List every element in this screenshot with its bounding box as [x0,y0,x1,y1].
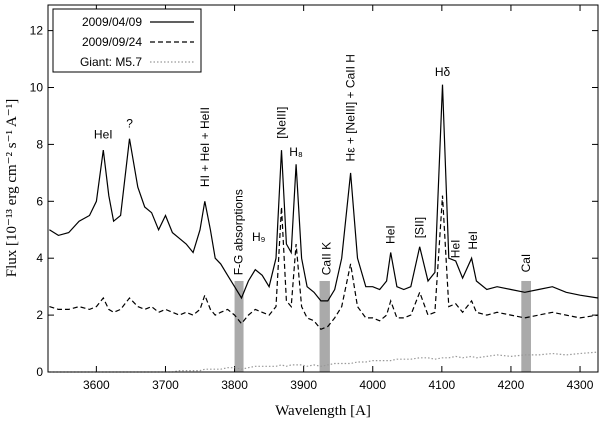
annotation: HeI [466,231,480,250]
annotation: HeI [449,240,463,259]
shaded-region [234,280,244,372]
series-line [49,351,599,373]
x-tick-label: 4300 [567,378,594,392]
annotation: ? [126,116,133,130]
x-tick-label: 4200 [498,378,525,392]
legend-label: Giant: M5.7 [80,55,142,69]
legend-label: 2009/04/09 [82,15,142,29]
y-tick-label: 6 [36,194,43,208]
annotation: [NeIII] [275,107,289,139]
annotation: F-G absorptions [232,189,246,275]
y-tick-label: 8 [36,137,43,151]
y-tick-label: 0 [36,365,43,379]
series-line [49,84,599,302]
x-tick-label: 4100 [428,378,455,392]
annotation: Hε + [NeIII] + CaII H [344,54,358,161]
x-tick-label: 3800 [221,378,248,392]
annotation: HeI [94,128,113,142]
y-tick-label: 12 [30,24,44,38]
shaded-region [319,280,330,372]
plot-frame [47,4,599,373]
annotation: [SII] [413,217,427,238]
x-axis-label: Wavelength [A] [275,403,371,419]
series-line [49,195,599,331]
x-tick-label: 4000 [359,378,386,392]
annotation: CaI [519,254,533,273]
shaded-region [521,280,531,372]
y-tick-label: 2 [36,308,43,322]
legend-label: 2009/09/24 [82,35,142,49]
x-tick-label: 3900 [290,378,317,392]
x-tick-label: 3600 [83,378,110,392]
annotation: CaII K [319,242,333,275]
legend-box [52,8,202,73]
annotation: H₉ [252,230,266,244]
x-tick-label: 3700 [152,378,179,392]
annotation: H₈ [289,145,303,159]
y-axis-label: Flux [10⁻¹³ erg cm⁻² s⁻¹ A⁻¹] [4,99,20,277]
y-tick-label: 4 [36,251,43,265]
annotation: Hδ [435,65,451,79]
y-tick-label: 10 [30,81,44,95]
annotation: HI + HeI + HeII [198,107,212,187]
annotation: HeI [384,225,398,244]
